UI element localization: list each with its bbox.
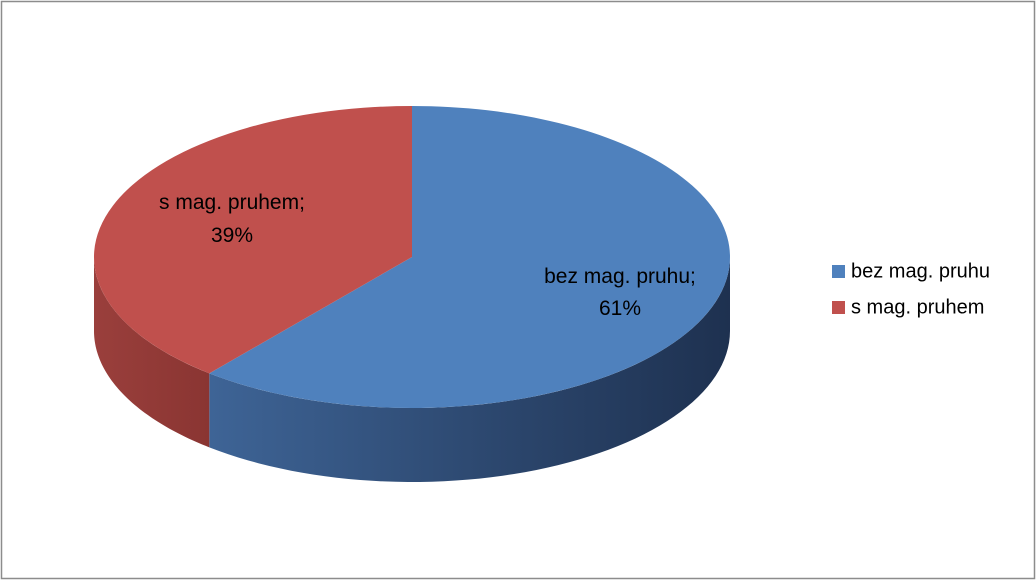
legend-swatch: [832, 265, 845, 278]
legend-swatch: [832, 301, 845, 314]
legend-label: s mag. pruhem: [851, 297, 984, 319]
data-label-1: bez mag. pruhu; 61%: [544, 265, 696, 320]
legend-label: bez mag. pruhu: [851, 261, 990, 283]
data-label-name: bez mag. pruhu;: [544, 265, 696, 288]
legend: bez mag. pruhu s mag. pruhem: [832, 261, 990, 319]
legend-item-1: bez mag. pruhu: [832, 261, 990, 283]
data-label-2: s mag. pruhem; 39%: [159, 191, 305, 247]
pie-slice-side-1: [209, 257, 731, 482]
pie-slice-side-2: [94, 257, 210, 448]
legend-item-2: s mag. pruhem: [832, 297, 984, 319]
pie-slice-2: [93, 105, 413, 374]
data-label-value: 61%: [599, 297, 641, 320]
data-label-value: 39%: [211, 224, 253, 247]
data-label-name: s mag. pruhem;: [159, 191, 305, 214]
pie-slice-1: [209, 106, 730, 409]
